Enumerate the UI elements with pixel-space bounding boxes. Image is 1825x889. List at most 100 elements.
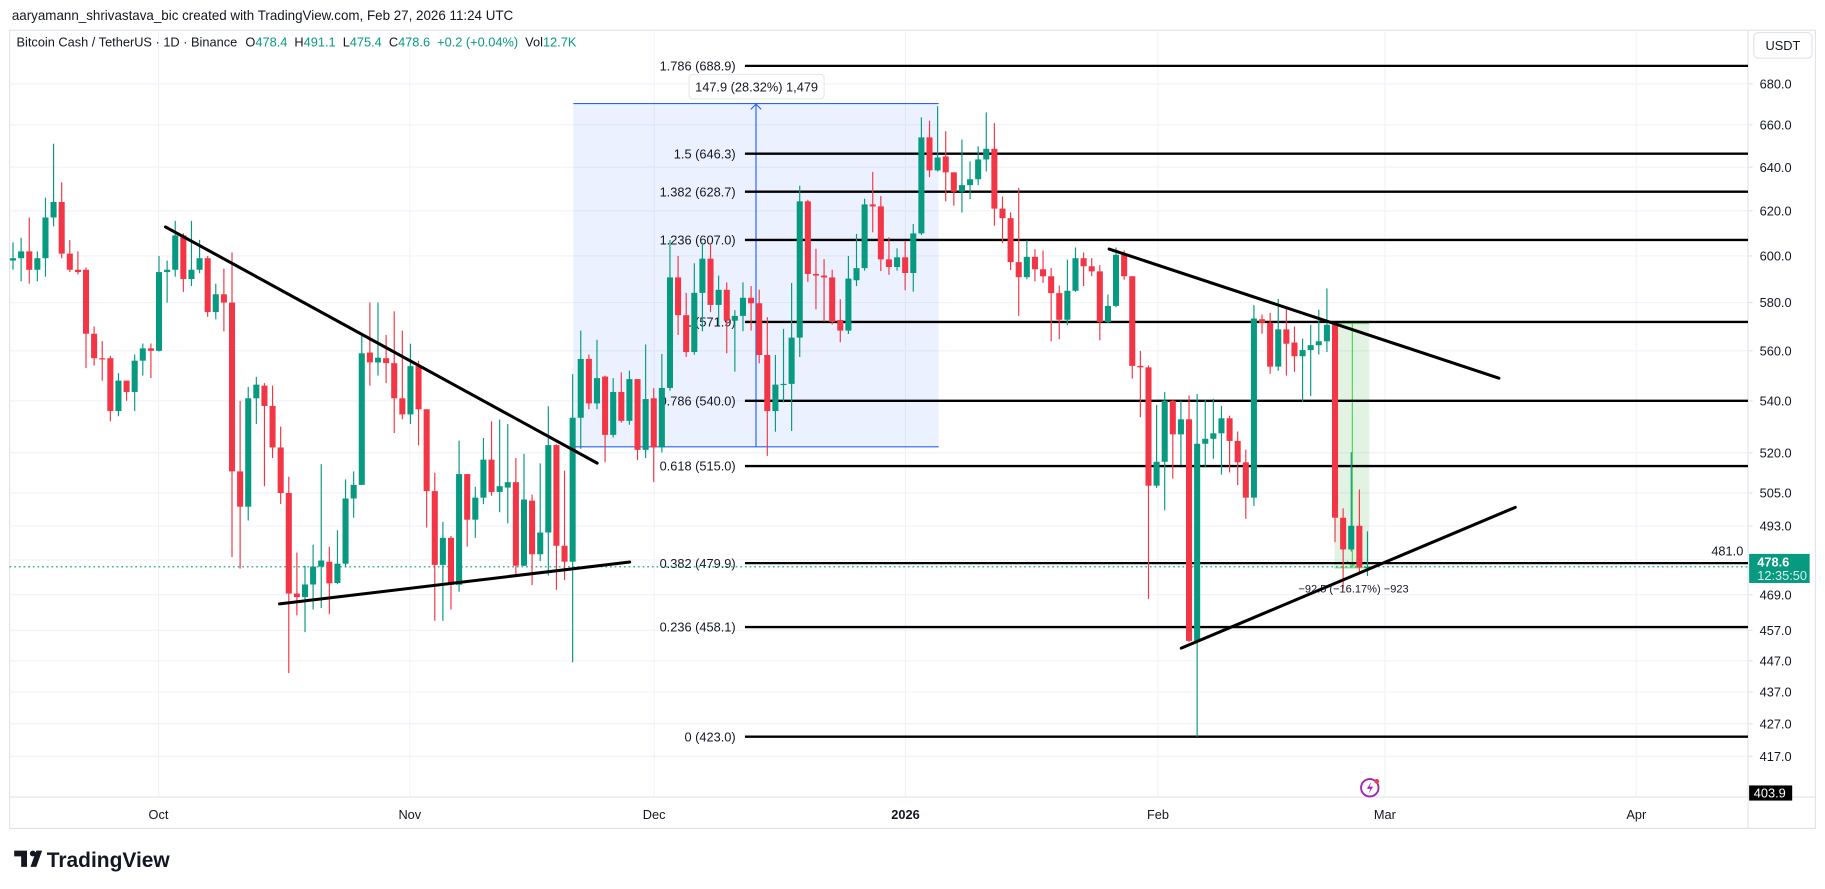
time-label-nov: Nov [398,807,421,822]
candle [1177,400,1184,466]
candle [431,472,438,621]
notification-dot-icon [1374,779,1380,784]
candle [480,438,487,505]
open-value: 478.4 [255,35,287,50]
candle-body [845,278,852,331]
low-price-value: 403.9 [1754,786,1786,801]
candle [650,388,657,483]
trendline-right-ascending[interactable] [1179,505,1517,650]
candle [439,521,446,621]
time-label-mar: Mar [1374,807,1397,822]
candle-body [253,384,260,399]
candle [1299,338,1306,403]
candle-body [10,258,17,261]
candle-body [975,159,982,180]
candle-body [34,258,41,270]
fibonacci-extension[interactable]: 1.786 (688.9) 1.5 (646.3) 1.382 (628.7) 1.2… [660,59,1748,745]
candle-body [196,258,203,270]
candle [885,237,892,275]
candle [1064,259,1071,326]
symbol-name[interactable]: Bitcoin Cash / TetherUS · 1D · Binance [17,35,238,50]
price-axis[interactable]: 680.0 660.0 640.0 620.0 600.0 580.0 560.0 540.0… [1711,76,1791,764]
candle [699,242,706,332]
candle-body [310,566,317,585]
candle-body [1291,342,1298,357]
candle-body [374,357,382,363]
lightning-bolt-icon[interactable] [1360,778,1380,798]
candle-body [707,258,714,305]
high-value: 491.1 [304,35,336,50]
currency-button[interactable]: USDT [1753,31,1813,59]
price-range-up-label-box [688,73,825,100]
chart-credit: aaryamann_shrivastava_bic created with T… [12,8,514,23]
trend-lines[interactable] [163,225,1517,650]
candle [220,268,227,332]
candle [472,486,479,538]
candle-body [756,303,763,356]
candle-body [950,172,957,192]
candle [147,343,154,379]
candle [407,343,414,424]
candle-body [666,277,673,388]
candle-body [650,398,657,448]
candle [26,217,33,284]
candle [456,440,463,592]
candle [1234,431,1241,486]
price-range-up-tool[interactable] [573,102,939,448]
candle [301,565,309,633]
candle-body [180,235,187,280]
candle-body [1267,322,1274,367]
candle-body [496,486,503,492]
trendline-right-descending[interactable] [1107,247,1501,380]
candle-body [285,493,292,594]
candle-body [869,204,876,207]
trendline-left-descending[interactable] [163,225,599,465]
candle [902,241,909,291]
candle [1250,305,1257,506]
price-tick-label: 520.0 [1760,445,1792,460]
candle-body [894,257,901,267]
candle [212,283,219,320]
candle [764,317,771,456]
trendline-left-ascending[interactable] [277,560,632,606]
candle-body [1315,341,1322,346]
candle-body [796,201,803,338]
fib-level-label: 0.618 (515.0) [660,459,736,474]
candle-body [626,379,633,421]
change-value: +0.2 (+0.04%) [437,35,518,50]
low-value: 475.4 [350,35,382,50]
candle-body [1145,367,1152,486]
candle-body [1356,525,1363,568]
candle-body [1242,462,1249,498]
candle-body [261,385,268,406]
candle-body [748,297,755,304]
candle-body [1250,318,1257,498]
candle-body [66,253,73,270]
candle-body [926,137,933,171]
candle [1275,298,1282,371]
time-label-dec: Dec [643,807,666,822]
candle-body [220,294,227,303]
candle-body [1283,329,1290,344]
time-label-oct: Oct [149,807,169,822]
time-axis[interactable]: Oct Nov Dec 2026 Feb Mar Apr [149,807,1647,822]
candle-body [439,537,446,565]
fib-level-label: 1.236 (607.0) [660,233,736,248]
candle [139,343,146,376]
candle-body [269,405,276,448]
candle-body [431,491,438,565]
candle-body [188,269,195,280]
candle [58,182,65,259]
price-tick-label: 620.0 [1760,203,1792,218]
price-tick-label: 437.0 [1760,685,1792,700]
candle-body [821,275,828,278]
candle-body [237,471,244,507]
candle-body [74,269,81,273]
candle [788,283,795,431]
candle [869,171,876,233]
candle-body [780,383,787,386]
candle [618,372,625,423]
candle [812,248,819,310]
